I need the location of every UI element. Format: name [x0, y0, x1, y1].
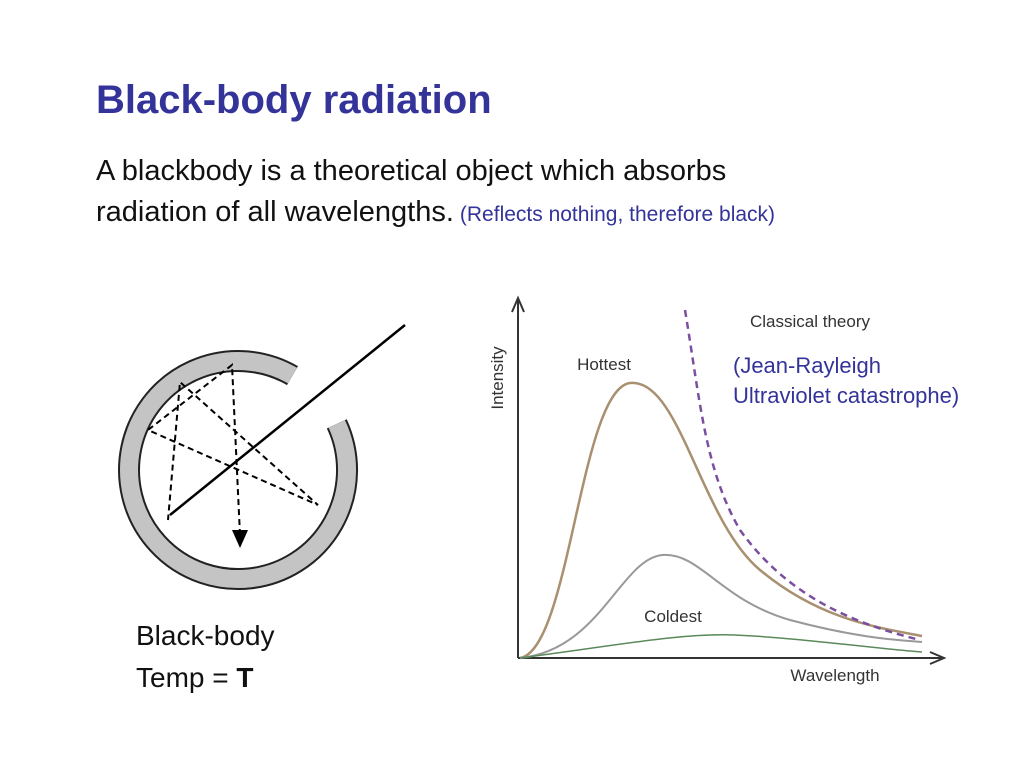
annotation: Ultraviolet catastrophe) [733, 383, 960, 408]
annotation: (Jean-Rayleigh [733, 353, 881, 378]
title: Black-body radiation [96, 78, 492, 122]
x-arrow [929, 651, 947, 665]
body-line: radiation of all wavelengths. (Reflects n… [96, 196, 775, 229]
cavity-temp: Temp = T [136, 662, 254, 694]
y-arrow [511, 295, 525, 313]
classical-curve [683, 309, 921, 642]
coldest-label: Coldest [644, 607, 702, 626]
incoming-ray [169, 324, 406, 516]
reflected-rays [146, 363, 319, 536]
coldest-curve [519, 553, 923, 659]
temp-symbol: T [236, 662, 254, 693]
arrowhead [232, 530, 248, 548]
lowest-curve [519, 634, 923, 659]
hottest-curve [519, 381, 923, 660]
temp-prefix: Temp = [136, 662, 229, 693]
spectrum-figure: Intensity Wavelength Hottest Coldest Cla… [488, 295, 947, 685]
note: (Reflects nothing, therefore black) [459, 203, 776, 226]
classical-label: Classical theory [750, 312, 870, 331]
y-axis-label: Intensity [488, 346, 507, 410]
cavity-label: Black-body [136, 620, 275, 651]
body-line: A blackbody is a theoretical object whic… [96, 155, 727, 187]
body-text: radiation of all wavelengths. [96, 196, 454, 228]
hottest-label: Hottest [577, 355, 631, 374]
x-axis-label: Wavelength [790, 666, 879, 685]
cavity-figure [118, 324, 406, 590]
cavity-wall [120, 352, 356, 588]
